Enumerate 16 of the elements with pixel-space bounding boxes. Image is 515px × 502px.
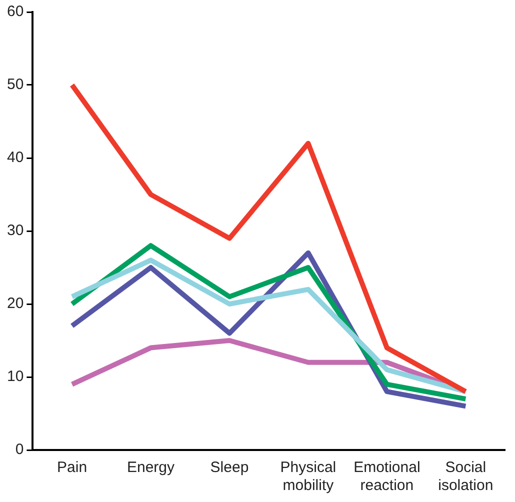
- y-tick-label: 10: [6, 368, 24, 386]
- y-tick-label: 0: [15, 441, 24, 458]
- category-label: reaction: [360, 477, 414, 494]
- category-label: Energy: [127, 459, 175, 476]
- y-tick-label: 40: [6, 149, 24, 166]
- category-label: Sleep: [210, 459, 249, 476]
- category-label: isolation: [438, 477, 494, 494]
- y-tick-label: 50: [6, 76, 24, 94]
- category-label: Pain: [57, 459, 88, 476]
- category-label: mobility: [282, 477, 334, 494]
- y-tick-label: 60: [6, 3, 24, 20]
- category-label: Emotional: [354, 459, 420, 476]
- y-tick-label: 20: [6, 295, 24, 312]
- category-label: Physical: [280, 459, 336, 476]
- y-tick-label: 30: [6, 222, 24, 240]
- category-label: Social: [445, 459, 486, 476]
